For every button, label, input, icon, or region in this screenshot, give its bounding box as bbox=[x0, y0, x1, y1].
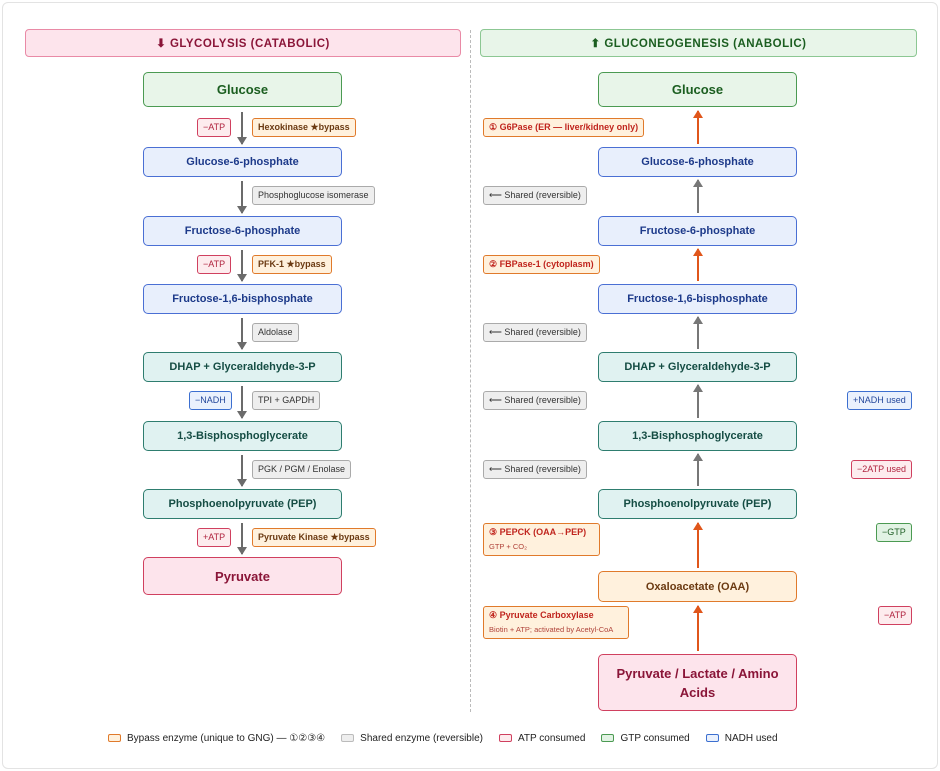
enzyme-badge-tpi-gapdh: TPI + GAPDH bbox=[252, 391, 321, 410]
enzyme-badge-hexokinase: Hexokinase ★bypass bbox=[252, 118, 356, 137]
gly-node-f6p: Fructose-6-phosphate bbox=[143, 216, 342, 246]
enzyme-badge-shared: ⟵ Shared (reversible) bbox=[483, 391, 587, 410]
cost-badge-atp: −ATP bbox=[197, 255, 232, 274]
gng-arrow-bypass bbox=[693, 605, 703, 651]
gly-node-dhap-g3p: DHAP + Glyceraldehyde-3-P bbox=[143, 352, 342, 382]
legend-label: Shared enzyme (reversible) bbox=[360, 733, 483, 744]
gng-node-pep: Phosphoenolpyruvate (PEP) bbox=[598, 489, 797, 519]
gly-arrow bbox=[237, 112, 247, 145]
cost-badge-atp: −ATP bbox=[197, 118, 232, 137]
enzyme-badge-fbpase1: ② FBPase-1 (cytoplasm) bbox=[483, 255, 600, 274]
gng-arrow-shared bbox=[693, 316, 703, 349]
enzyme-badge-pfk1: PFK-1 ★bypass bbox=[252, 255, 332, 274]
legend-label: Bypass enzyme (unique to GNG) — ①②③④ bbox=[127, 733, 326, 744]
enzyme-badge-pgk-pgm-enolase: PGK / PGM / Enolase bbox=[252, 460, 352, 479]
pc-label: ④ Pyruvate Carboxylase bbox=[489, 610, 594, 620]
enzyme-badge-pyruvate-carboxylase: ④ Pyruvate Carboxylase Biotin + ATP; act… bbox=[483, 606, 629, 639]
legend: Bypass enzyme (unique to GNG) — ①②③④ Sha… bbox=[108, 733, 778, 744]
gly-arrow bbox=[237, 455, 247, 487]
legend-item-shared: Shared enzyme (reversible) bbox=[341, 733, 483, 744]
gng-node-oaa: Oxaloacetate (OAA) bbox=[598, 571, 797, 602]
cost-badge-nadh: +NADH used bbox=[847, 391, 912, 410]
gly-arrow bbox=[237, 386, 247, 419]
cost-badge-atp: −ATP bbox=[878, 606, 913, 625]
gng-node-f6p: Fructose-6-phosphate bbox=[598, 216, 797, 246]
enzyme-badge-shared: ⟵ Shared (reversible) bbox=[483, 323, 587, 342]
gng-arrow-shared bbox=[693, 453, 703, 486]
gng-arrow-shared bbox=[693, 384, 703, 418]
gng-node-dhap-g3p: DHAP + Glyceraldehyde-3-P bbox=[598, 352, 797, 382]
pepck-label: ③ PEPCK (OAA→PEP) bbox=[489, 527, 587, 537]
gng-arrow-bypass bbox=[693, 248, 703, 281]
column-divider bbox=[470, 30, 471, 712]
enzyme-badge-pyruvate-kinase: Pyruvate Kinase ★bypass bbox=[252, 528, 376, 547]
cost-badge-gtp: −GTP bbox=[876, 523, 912, 542]
legend-label: GTP consumed bbox=[620, 733, 690, 744]
gng-node-glucose: Glucose bbox=[598, 72, 797, 107]
pepck-note: GTP + CO₂ bbox=[489, 542, 527, 551]
legend-label: ATP consumed bbox=[517, 733, 586, 744]
gly-node-pep: Phosphoenolpyruvate (PEP) bbox=[143, 489, 342, 519]
gng-node-f16bp: Fructose-1,6-bisphosphate bbox=[598, 284, 797, 314]
gly-arrow bbox=[237, 523, 247, 555]
gng-node-g6p: Glucose-6-phosphate bbox=[598, 147, 797, 177]
legend-item-atp: ATP consumed bbox=[498, 733, 586, 744]
legend-item-gtp: GTP consumed bbox=[601, 733, 690, 744]
enzyme-badge-g6pase: ① G6Pase (ER — liver/kidney only) bbox=[483, 118, 645, 137]
gng-node-13bpg: 1,3-Bisphosphoglycerate bbox=[598, 421, 797, 451]
legend-item-bypass: Bypass enzyme (unique to GNG) — ①②③④ bbox=[108, 733, 325, 744]
gly-node-g6p: Glucose-6-phosphate bbox=[143, 147, 342, 177]
gly-node-pyruvate: Pyruvate bbox=[143, 557, 342, 595]
cost-badge-nadh: −NADH bbox=[189, 391, 232, 410]
gly-arrow bbox=[237, 250, 247, 282]
gng-arrow-bypass bbox=[693, 522, 703, 568]
gly-node-glucose: Glucose bbox=[143, 72, 342, 107]
enzyme-badge-aldolase: Aldolase bbox=[252, 323, 299, 342]
enzyme-badge-shared: ⟵ Shared (reversible) bbox=[483, 186, 587, 205]
enzyme-badge-pgi: Phosphoglucose isomerase bbox=[252, 186, 375, 205]
gluconeogenesis-header: ⬆ GLUCONEOGENESIS (ANABOLIC) bbox=[480, 29, 917, 57]
gng-arrow-bypass bbox=[693, 110, 703, 144]
gng-arrow-shared bbox=[693, 179, 703, 213]
cost-badge-2atp: −2ATP used bbox=[851, 460, 912, 479]
gly-arrow bbox=[237, 181, 247, 214]
enzyme-badge-pepck: ③ PEPCK (OAA→PEP) GTP + CO₂ bbox=[483, 523, 600, 556]
legend-label: NADH used bbox=[724, 733, 778, 744]
gng-node-pyruvate-lactate-aa: Pyruvate / Lactate / Amino Acids bbox=[598, 654, 797, 711]
enzyme-badge-shared: ⟵ Shared (reversible) bbox=[483, 460, 587, 479]
cost-badge-atp: +ATP bbox=[197, 528, 232, 547]
gly-node-13bpg: 1,3-Bisphosphoglycerate bbox=[143, 421, 342, 451]
gly-arrow bbox=[237, 318, 247, 350]
pc-note: Biotin + ATP; activated by Acetyl-CoA bbox=[489, 625, 614, 634]
legend-item-nadh: NADH used bbox=[705, 733, 778, 744]
glycolysis-header: ⬇ GLYCOLYSIS (CATABOLIC) bbox=[25, 29, 461, 57]
gly-node-f16bp: Fructose-1,6-bisphosphate bbox=[143, 284, 342, 314]
